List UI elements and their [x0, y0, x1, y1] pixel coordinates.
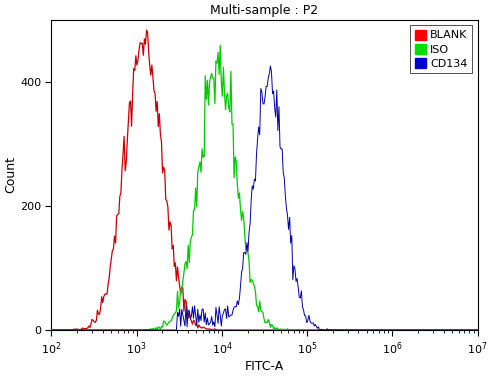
CD134: [49, 328, 55, 332]
Line: CD134: CD134: [52, 66, 478, 330]
ISO: [318, 328, 324, 332]
ISO: [49, 328, 55, 332]
ISO: [359, 328, 365, 332]
BLANK: [144, 28, 150, 32]
BLANK: [101, 294, 107, 299]
ISO: [217, 43, 223, 48]
CD134: [360, 328, 366, 332]
ISO: [357, 328, 363, 332]
Y-axis label: Count: Count: [4, 156, 17, 193]
BLANK: [358, 328, 364, 332]
BLANK: [50, 328, 56, 332]
CD134: [268, 64, 274, 68]
CD134: [358, 328, 364, 332]
ISO: [187, 239, 193, 244]
Line: ISO: ISO: [52, 45, 478, 330]
CD134: [101, 328, 107, 332]
BLANK: [219, 328, 225, 332]
BLANK: [360, 328, 366, 332]
X-axis label: FITC-A: FITC-A: [245, 360, 284, 373]
BLANK: [49, 328, 55, 332]
ISO: [218, 79, 224, 83]
Title: Multi-sample : P2: Multi-sample : P2: [211, 4, 319, 17]
CD134: [319, 327, 325, 331]
ISO: [475, 328, 481, 332]
CD134: [475, 328, 481, 332]
CD134: [52, 328, 58, 332]
BLANK: [319, 328, 325, 332]
CD134: [218, 324, 224, 328]
ISO: [100, 328, 106, 332]
CD134: [188, 314, 194, 319]
Line: BLANK: BLANK: [52, 30, 478, 330]
Legend: BLANK, ISO, CD134: BLANK, ISO, CD134: [410, 25, 472, 73]
BLANK: [189, 322, 195, 326]
BLANK: [475, 328, 481, 332]
